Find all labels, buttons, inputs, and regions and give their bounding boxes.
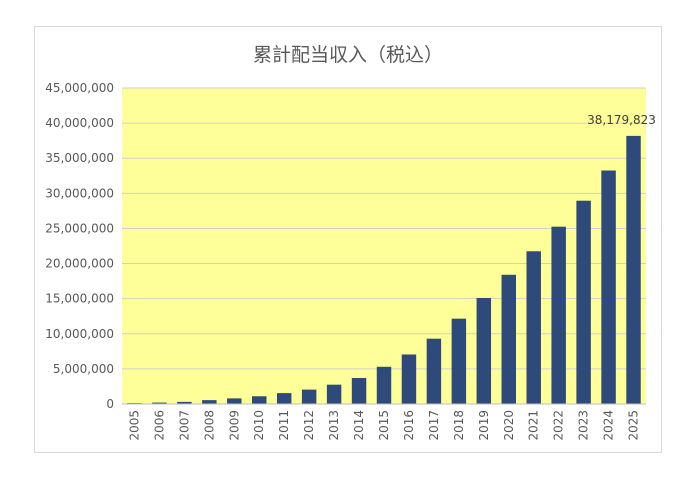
y-tick-label: 0 — [106, 397, 114, 411]
x-tick-label: 2019 — [477, 410, 491, 441]
bar-2008 — [202, 400, 217, 404]
y-tick-label: 40,000,000 — [45, 116, 114, 130]
bar-2017 — [426, 338, 442, 404]
x-tick-label: 2006 — [152, 410, 166, 441]
data-labels: 38,179,823 — [587, 113, 656, 127]
x-tick-label: 2016 — [402, 410, 416, 441]
plot-area — [122, 88, 646, 404]
bars — [127, 135, 641, 404]
bar-2024 — [601, 170, 616, 404]
x-tick-label: 2012 — [302, 410, 316, 441]
x-tick-label: 2013 — [327, 410, 341, 441]
y-axis-tick-labels: 0 5,000,000 10,000,000 15,000,000 20,000,000… — [45, 81, 114, 411]
y-tick-label: 5,000,000 — [53, 362, 114, 376]
x-tick-label: 2015 — [377, 410, 391, 441]
y-tick-label: 15,000,000 — [45, 292, 114, 306]
x-axis-tick-labels: 2005 2006 2007 2008 2009 2010 2011 2012 2013 2014… — [127, 410, 640, 441]
x-tick-label: 2008 — [202, 410, 216, 441]
bar-2009 — [227, 398, 242, 404]
bar-2011 — [276, 393, 292, 404]
y-tick-label: 30,000,000 — [45, 186, 114, 200]
bar-2010 — [252, 396, 267, 404]
bar-2006 — [152, 402, 167, 404]
x-tick-label: 2007 — [177, 410, 191, 441]
y-tick-label: 20,000,000 — [45, 257, 114, 271]
x-tick-label: 2009 — [227, 410, 241, 441]
bar-2015 — [376, 366, 392, 404]
y-tick-label: 10,000,000 — [45, 327, 114, 341]
x-tick-label: 2024 — [602, 410, 616, 441]
x-tick-label: 2025 — [627, 410, 641, 441]
y-tick-label: 25,000,000 — [45, 221, 114, 235]
bar-2016 — [401, 354, 417, 404]
x-tick-label: 2020 — [502, 410, 516, 441]
x-tick-label: 2011 — [277, 410, 291, 441]
data-label: 38,179,823 — [587, 113, 656, 127]
bar-2013 — [326, 384, 342, 404]
bar-2023 — [576, 200, 591, 404]
bar-2019 — [476, 297, 492, 404]
y-tick-label: 45,000,000 — [45, 81, 114, 95]
bar-2012 — [301, 389, 317, 404]
chart-title: 累計配当収入（税込） — [253, 44, 443, 66]
bar-2014 — [351, 378, 367, 404]
x-tick-label: 2014 — [352, 410, 366, 441]
bar-2022 — [551, 226, 566, 404]
x-tick-label: 2021 — [527, 410, 541, 441]
x-tick-label: 2017 — [427, 410, 441, 441]
bar-2007 — [177, 401, 192, 404]
bar-2025 — [626, 135, 641, 404]
x-tick-label: 2005 — [127, 410, 141, 441]
x-tick-label: 2023 — [577, 410, 591, 441]
bar-2021 — [526, 251, 541, 404]
x-tick-label: 2010 — [252, 410, 266, 441]
x-tick-label: 2018 — [452, 410, 466, 441]
bar-2018 — [451, 318, 467, 404]
x-tick-label: 2022 — [552, 410, 566, 441]
y-tick-label: 35,000,000 — [45, 151, 114, 165]
bar-2020 — [501, 274, 516, 404]
